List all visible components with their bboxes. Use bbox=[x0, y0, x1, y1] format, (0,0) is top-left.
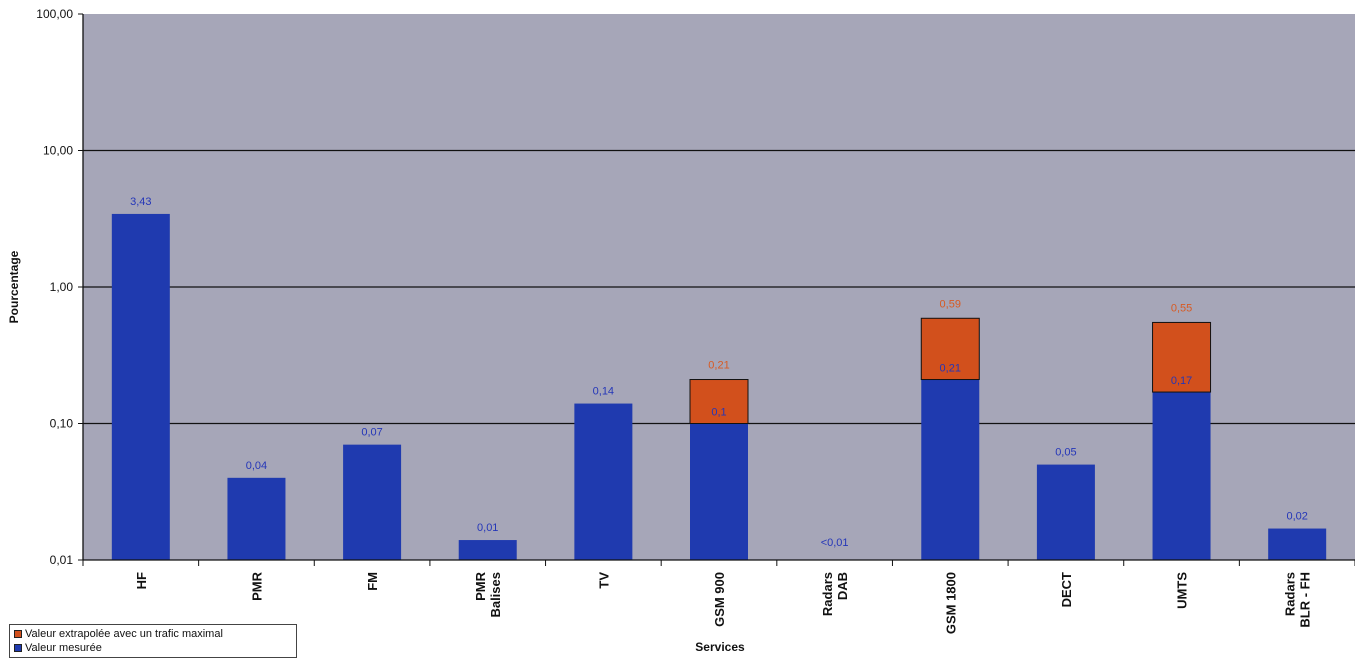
bar-measured bbox=[343, 444, 402, 560]
y-tick-label: 100,00 bbox=[36, 7, 73, 21]
data-label-measured: 0,04 bbox=[246, 460, 267, 472]
x-category-label: DECT bbox=[1059, 572, 1074, 607]
bar-measured bbox=[1152, 392, 1211, 560]
bar-measured bbox=[921, 379, 980, 560]
x-category-label: GSM 900 bbox=[712, 572, 727, 627]
data-label-measured: 3,43 bbox=[130, 196, 151, 208]
y-tick-labels: 0,01 0,10 1,00 10,00 100,00 bbox=[36, 7, 73, 567]
data-label-measured: 0,02 bbox=[1286, 511, 1307, 523]
x-category-label: BLR - FH bbox=[1298, 572, 1313, 628]
legend-label-measured: Valeur mesurée bbox=[25, 642, 102, 654]
x-category-label: Radars bbox=[1283, 572, 1298, 616]
bar-extrapolated bbox=[689, 379, 749, 424]
bar-extrapolated bbox=[1152, 321, 1212, 393]
x-category-label: PMR bbox=[473, 571, 488, 601]
x-category-label: Radars bbox=[820, 572, 835, 616]
data-label-measured: 0,07 bbox=[361, 427, 382, 439]
x-category-label: PMR bbox=[249, 571, 264, 601]
data-label-measured: 0,05 bbox=[1055, 447, 1076, 459]
legend-swatch-extrapolated bbox=[14, 630, 22, 638]
x-category-label: Balises bbox=[488, 572, 503, 618]
legend-label-extrapolated: Valeur extrapolée avec un trafic maximal bbox=[25, 628, 223, 640]
data-labels: 3,43 0,04 0,07 0,01 0,14 0,1 0,21 <0,01 0,21 0,59… bbox=[130, 196, 1308, 549]
x-category-label: DAB bbox=[835, 572, 850, 600]
y-tick-label: 0,01 bbox=[50, 553, 74, 567]
legend-item-measured: Valeur mesurée bbox=[14, 641, 292, 655]
x-category-label: HF bbox=[134, 572, 149, 589]
bar-measured bbox=[574, 403, 633, 560]
legend-swatch-measured bbox=[14, 644, 22, 652]
data-label-measured: 0,1 bbox=[711, 407, 726, 419]
x-axis-title: Services bbox=[695, 640, 745, 654]
y-axis-title: Pourcentage bbox=[7, 250, 21, 323]
y-tick-label: 1,00 bbox=[50, 280, 74, 294]
y-tick-label: 10,00 bbox=[43, 144, 73, 158]
data-label-measured: 0,14 bbox=[593, 386, 614, 398]
axes bbox=[78, 13, 1355, 566]
bar-extrapolated bbox=[920, 317, 980, 381]
x-category-labels: HF PMR FM PMR Balises TV GSM 900 Radars DAB GSM 1… bbox=[134, 571, 1313, 634]
legend-item-extrapolated: Valeur extrapolée avec un trafic maximal bbox=[14, 627, 292, 641]
bar-measured bbox=[1036, 464, 1095, 560]
legend: Valeur extrapolée avec un trafic maximal… bbox=[9, 624, 297, 658]
x-category-label: FM bbox=[365, 572, 380, 591]
bar-measured bbox=[227, 477, 286, 560]
data-label-measured: 0,21 bbox=[940, 363, 961, 375]
bar-measured bbox=[1268, 528, 1327, 560]
bar-measured bbox=[690, 423, 748, 560]
data-label-measured: 0,17 bbox=[1171, 375, 1192, 387]
x-category-label: GSM 1800 bbox=[943, 572, 958, 634]
x-category-label: TV bbox=[596, 572, 611, 589]
data-label-extrapolated: 0,59 bbox=[940, 298, 961, 310]
y-tick-label: 0,10 bbox=[50, 417, 74, 431]
data-label-extrapolated: 0,21 bbox=[708, 360, 729, 372]
bars bbox=[111, 213, 1327, 560]
data-label-measured: 0,01 bbox=[477, 522, 498, 534]
x-category-label: UMTS bbox=[1175, 572, 1190, 609]
bar-measured bbox=[458, 540, 517, 560]
data-label-measured: <0,01 bbox=[821, 537, 849, 549]
bar-measured bbox=[111, 213, 170, 560]
data-label-extrapolated: 0,55 bbox=[1171, 302, 1192, 314]
